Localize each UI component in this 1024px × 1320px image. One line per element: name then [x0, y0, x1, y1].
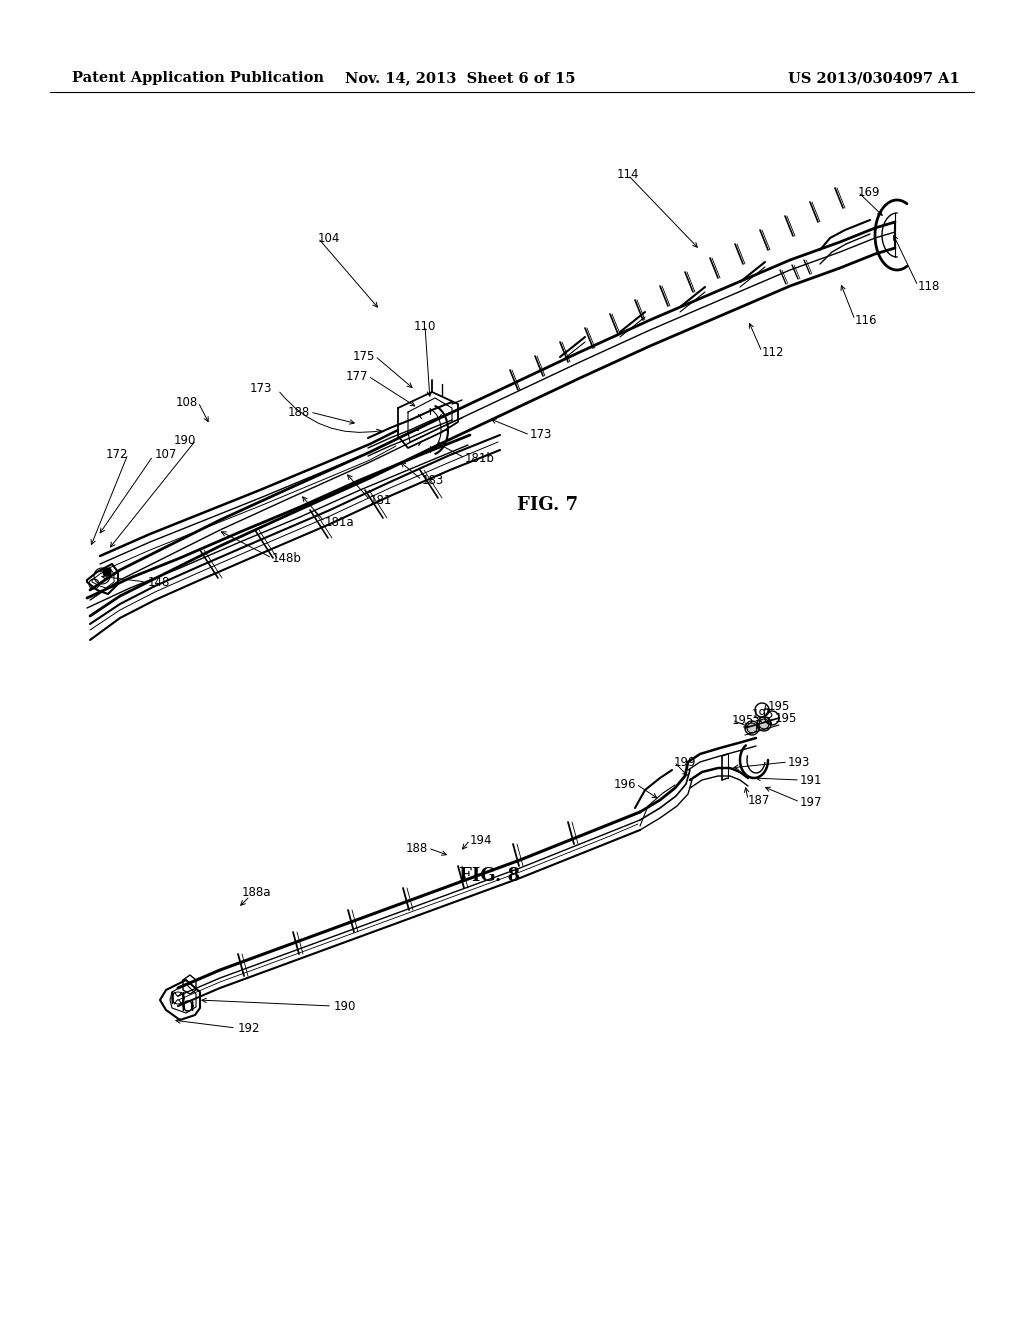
Text: 110: 110	[414, 319, 436, 333]
Text: 190: 190	[174, 433, 196, 446]
Text: 194: 194	[470, 833, 493, 846]
Text: 148: 148	[148, 576, 170, 589]
Text: 173: 173	[530, 429, 552, 441]
Text: 193: 193	[788, 755, 810, 768]
Polygon shape	[759, 719, 769, 729]
Text: 181: 181	[370, 494, 392, 507]
Text: FIG. 8: FIG. 8	[460, 867, 520, 884]
Text: 187: 187	[748, 793, 770, 807]
Text: 169: 169	[858, 186, 881, 198]
Text: 195: 195	[775, 711, 798, 725]
Text: 116: 116	[855, 314, 878, 326]
Text: 183: 183	[422, 474, 444, 487]
Text: 173: 173	[250, 381, 272, 395]
Text: 114: 114	[616, 169, 639, 181]
Text: 195: 195	[768, 700, 791, 713]
Text: 192: 192	[238, 1022, 260, 1035]
Text: 108: 108	[176, 396, 198, 408]
Text: 118: 118	[918, 280, 940, 293]
Text: Nov. 14, 2013  Sheet 6 of 15: Nov. 14, 2013 Sheet 6 of 15	[345, 71, 575, 84]
Text: 195: 195	[752, 708, 774, 721]
Text: 190: 190	[334, 999, 356, 1012]
Text: 177: 177	[345, 370, 368, 383]
Text: 195: 195	[732, 714, 755, 726]
Text: 175: 175	[352, 350, 375, 363]
Text: 107: 107	[155, 447, 177, 461]
Text: Patent Application Publication: Patent Application Publication	[72, 71, 324, 84]
Text: 172: 172	[105, 447, 128, 461]
Text: US 2013/0304097 A1: US 2013/0304097 A1	[788, 71, 961, 84]
Text: 104: 104	[318, 231, 340, 244]
Polygon shape	[748, 723, 757, 733]
Polygon shape	[103, 568, 111, 576]
Text: 188: 188	[288, 405, 310, 418]
Text: 188a: 188a	[242, 886, 271, 899]
Text: 112: 112	[762, 346, 784, 359]
Text: 188: 188	[406, 842, 428, 854]
Text: FIG. 7: FIG. 7	[517, 496, 579, 513]
Text: 199: 199	[674, 755, 696, 768]
Text: 191: 191	[800, 774, 822, 787]
Text: 148b: 148b	[272, 552, 302, 565]
Text: 197: 197	[800, 796, 822, 808]
Text: 181b: 181b	[465, 451, 495, 465]
Text: 196: 196	[613, 777, 636, 791]
Text: 181a: 181a	[325, 516, 354, 528]
